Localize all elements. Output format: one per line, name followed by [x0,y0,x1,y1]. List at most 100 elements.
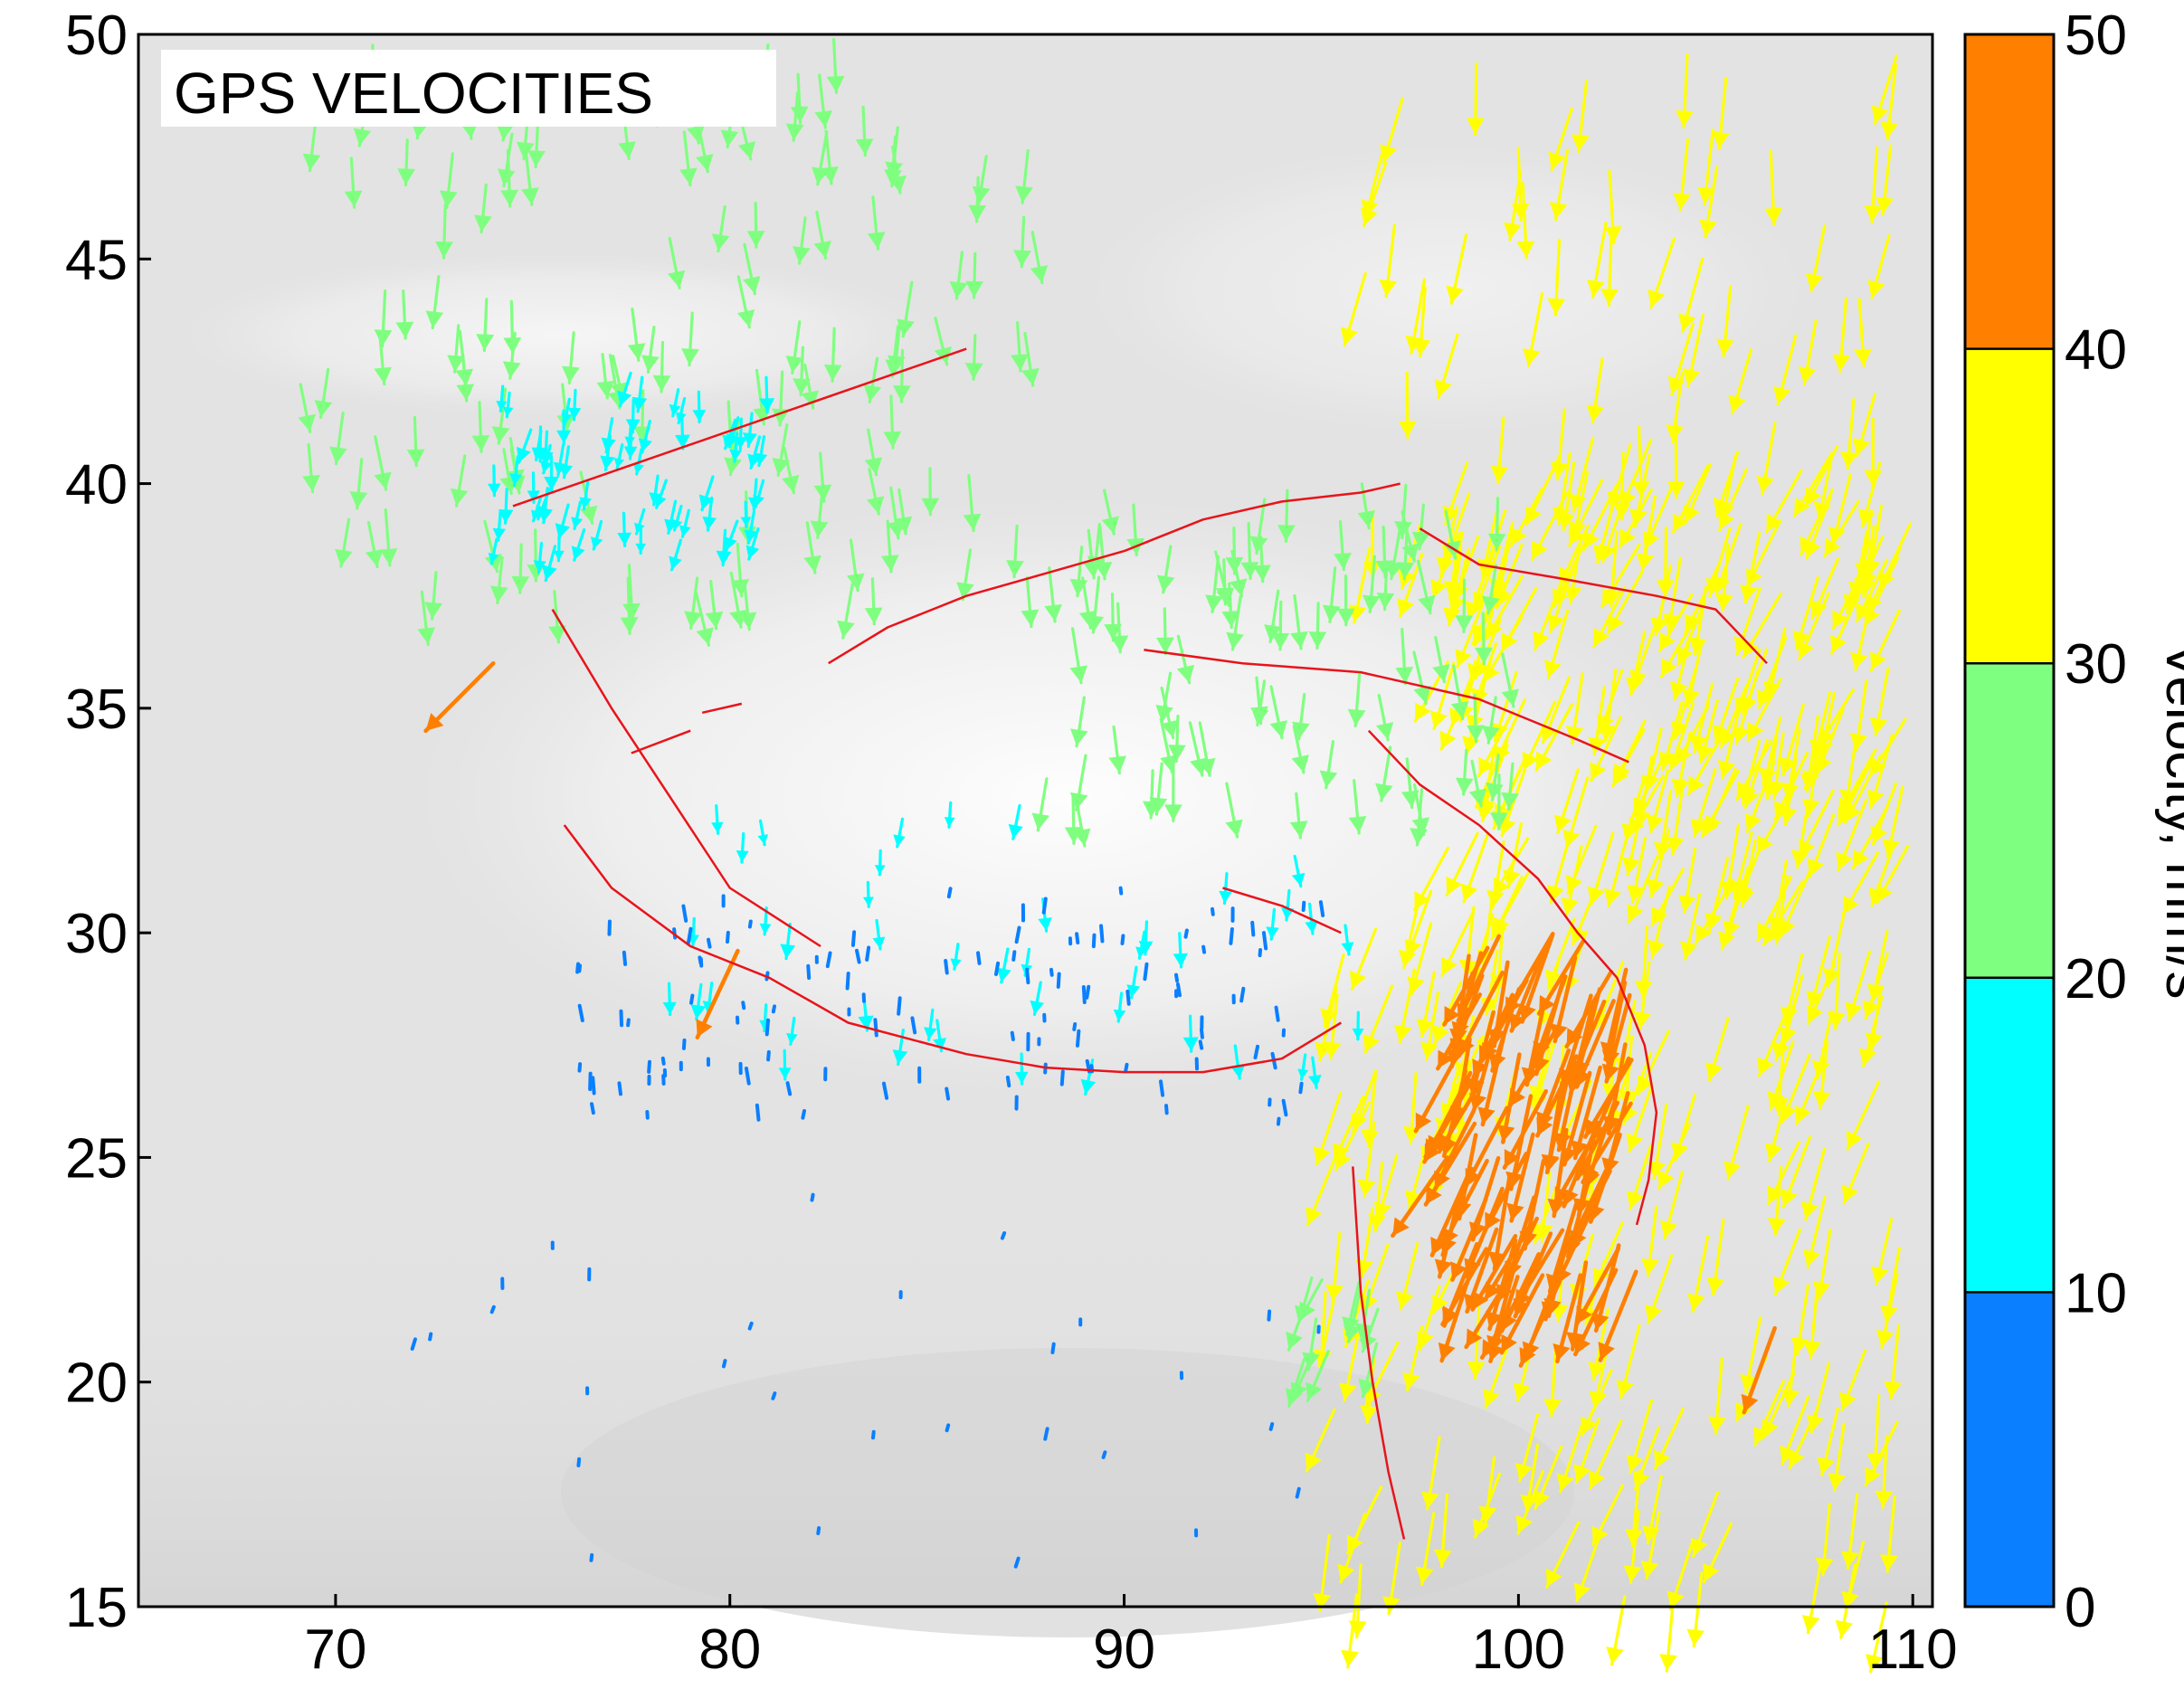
velocity-arrow [439,152,458,210]
velocity-arrow [1412,650,1431,706]
velocity-arrow [617,1081,622,1096]
x-tick-label: 70 [304,1618,366,1681]
velocity-arrow [1780,727,1801,802]
velocity-arrow [1415,1512,1436,1586]
velocity-arrow [1633,961,1652,1030]
velocity-arrow [1341,924,1354,956]
velocity-arrow [1667,322,1695,396]
fault-line [701,702,743,715]
velocity-arrow [1828,1422,1846,1492]
velocity-arrow [1465,548,1496,621]
velocity-arrow [1642,487,1673,551]
velocity-arrow [1379,223,1398,299]
velocity-arrow [1069,546,1088,598]
velocity-arrow [1705,1017,1730,1082]
velocity-arrow [1094,525,1113,581]
velocity-arrow [1466,62,1485,137]
velocity-arrow [1515,1412,1540,1483]
velocity-arrow [1742,738,1769,810]
velocity-arrow [1603,169,1622,245]
velocity-arrow [921,467,940,517]
velocity-arrow [1800,715,1819,793]
velocity-arrow [1432,1108,1476,1191]
velocity-arrow [1817,1407,1839,1476]
velocity-arrow [1375,693,1394,742]
velocity-arrow [1490,872,1530,941]
velocity-arrow [723,418,737,451]
velocity-arrow [1534,703,1574,772]
velocity-arrow [617,371,632,408]
velocity-arrow [374,289,393,348]
velocity-arrow [1503,170,1523,242]
velocity-arrow [1268,1422,1275,1431]
velocity-arrow [1533,1445,1563,1510]
velocity-arrow [1499,1273,1545,1355]
velocity-arrow [1690,682,1714,754]
velocity-arrow [1041,897,1048,915]
velocity-arrow [1855,558,1889,623]
fault-line [828,482,1401,665]
velocity-arrow [755,434,768,468]
velocity-arrow [634,508,646,536]
velocity-arrow [1382,1542,1402,1616]
velocity-arrow [1532,1180,1561,1245]
velocity-arrow [1411,503,1430,551]
velocity-arrow [1841,851,1880,916]
velocity-arrow [823,327,842,383]
velocity-arrow [1394,483,1412,540]
velocity-arrow [1830,589,1862,655]
velocity-arrow [1044,566,1062,623]
velocity-arrow [1290,1352,1315,1402]
velocity-arrow [1349,927,1378,991]
velocity-arrow [417,590,435,646]
velocity-arrow [1756,422,1777,496]
velocity-arrow [1600,543,1641,609]
velocity-arrow [1581,1101,1633,1185]
velocity-arrow [1043,1427,1049,1441]
velocity-arrow [711,803,724,835]
velocity-arrow [1013,1556,1021,1569]
velocity-arrow [867,195,886,251]
velocity-arrow [1101,1450,1107,1459]
velocity-arrow [964,333,983,381]
velocity-arrow [1436,992,1482,1071]
velocity-arrow [1464,1266,1518,1350]
velocity-arrow [976,951,982,965]
velocity-arrow [1798,789,1835,859]
velocity-arrow [1590,716,1622,783]
velocity-arrow [1457,970,1505,1058]
velocity-arrow [562,331,580,385]
velocity-arrow [1545,1201,1579,1294]
velocity-arrow [1606,569,1645,635]
velocity-arrow [1513,1231,1553,1319]
velocity-arrow [1289,792,1308,840]
velocity-arrow [1589,1419,1623,1491]
velocity-arrow [590,519,603,551]
velocity-arrow [1598,669,1618,744]
velocity-arrow [1547,560,1577,634]
velocity-arrow [1271,600,1290,651]
velocity-arrow [1587,1133,1622,1224]
velocity-arrow [850,930,857,947]
velocity-arrow [1274,1005,1280,1022]
velocity-arrow [1352,1011,1364,1041]
velocity-arrow [1014,925,1021,944]
velocity-arrow [744,510,758,545]
velocity-arrow [1503,931,1555,1018]
velocity-arrow [667,236,686,289]
velocity-arrow [471,401,490,453]
velocity-arrow [1536,1048,1572,1132]
velocity-arrow [736,275,755,329]
velocity-arrow [425,274,444,330]
velocity-arrow [1124,1062,1129,1073]
velocity-arrow [706,937,712,949]
velocity-arrow [1640,1205,1659,1277]
velocity-arrow [870,1429,876,1440]
velocity-arrow [1587,221,1608,299]
velocity-arrow [1858,995,1884,1067]
velocity-arrow [806,963,812,981]
y-tick-label: 25 [65,1127,128,1190]
velocity-arrow [1588,686,1606,756]
velocity-arrow [1468,759,1487,808]
velocity-arrow [1853,393,1876,458]
